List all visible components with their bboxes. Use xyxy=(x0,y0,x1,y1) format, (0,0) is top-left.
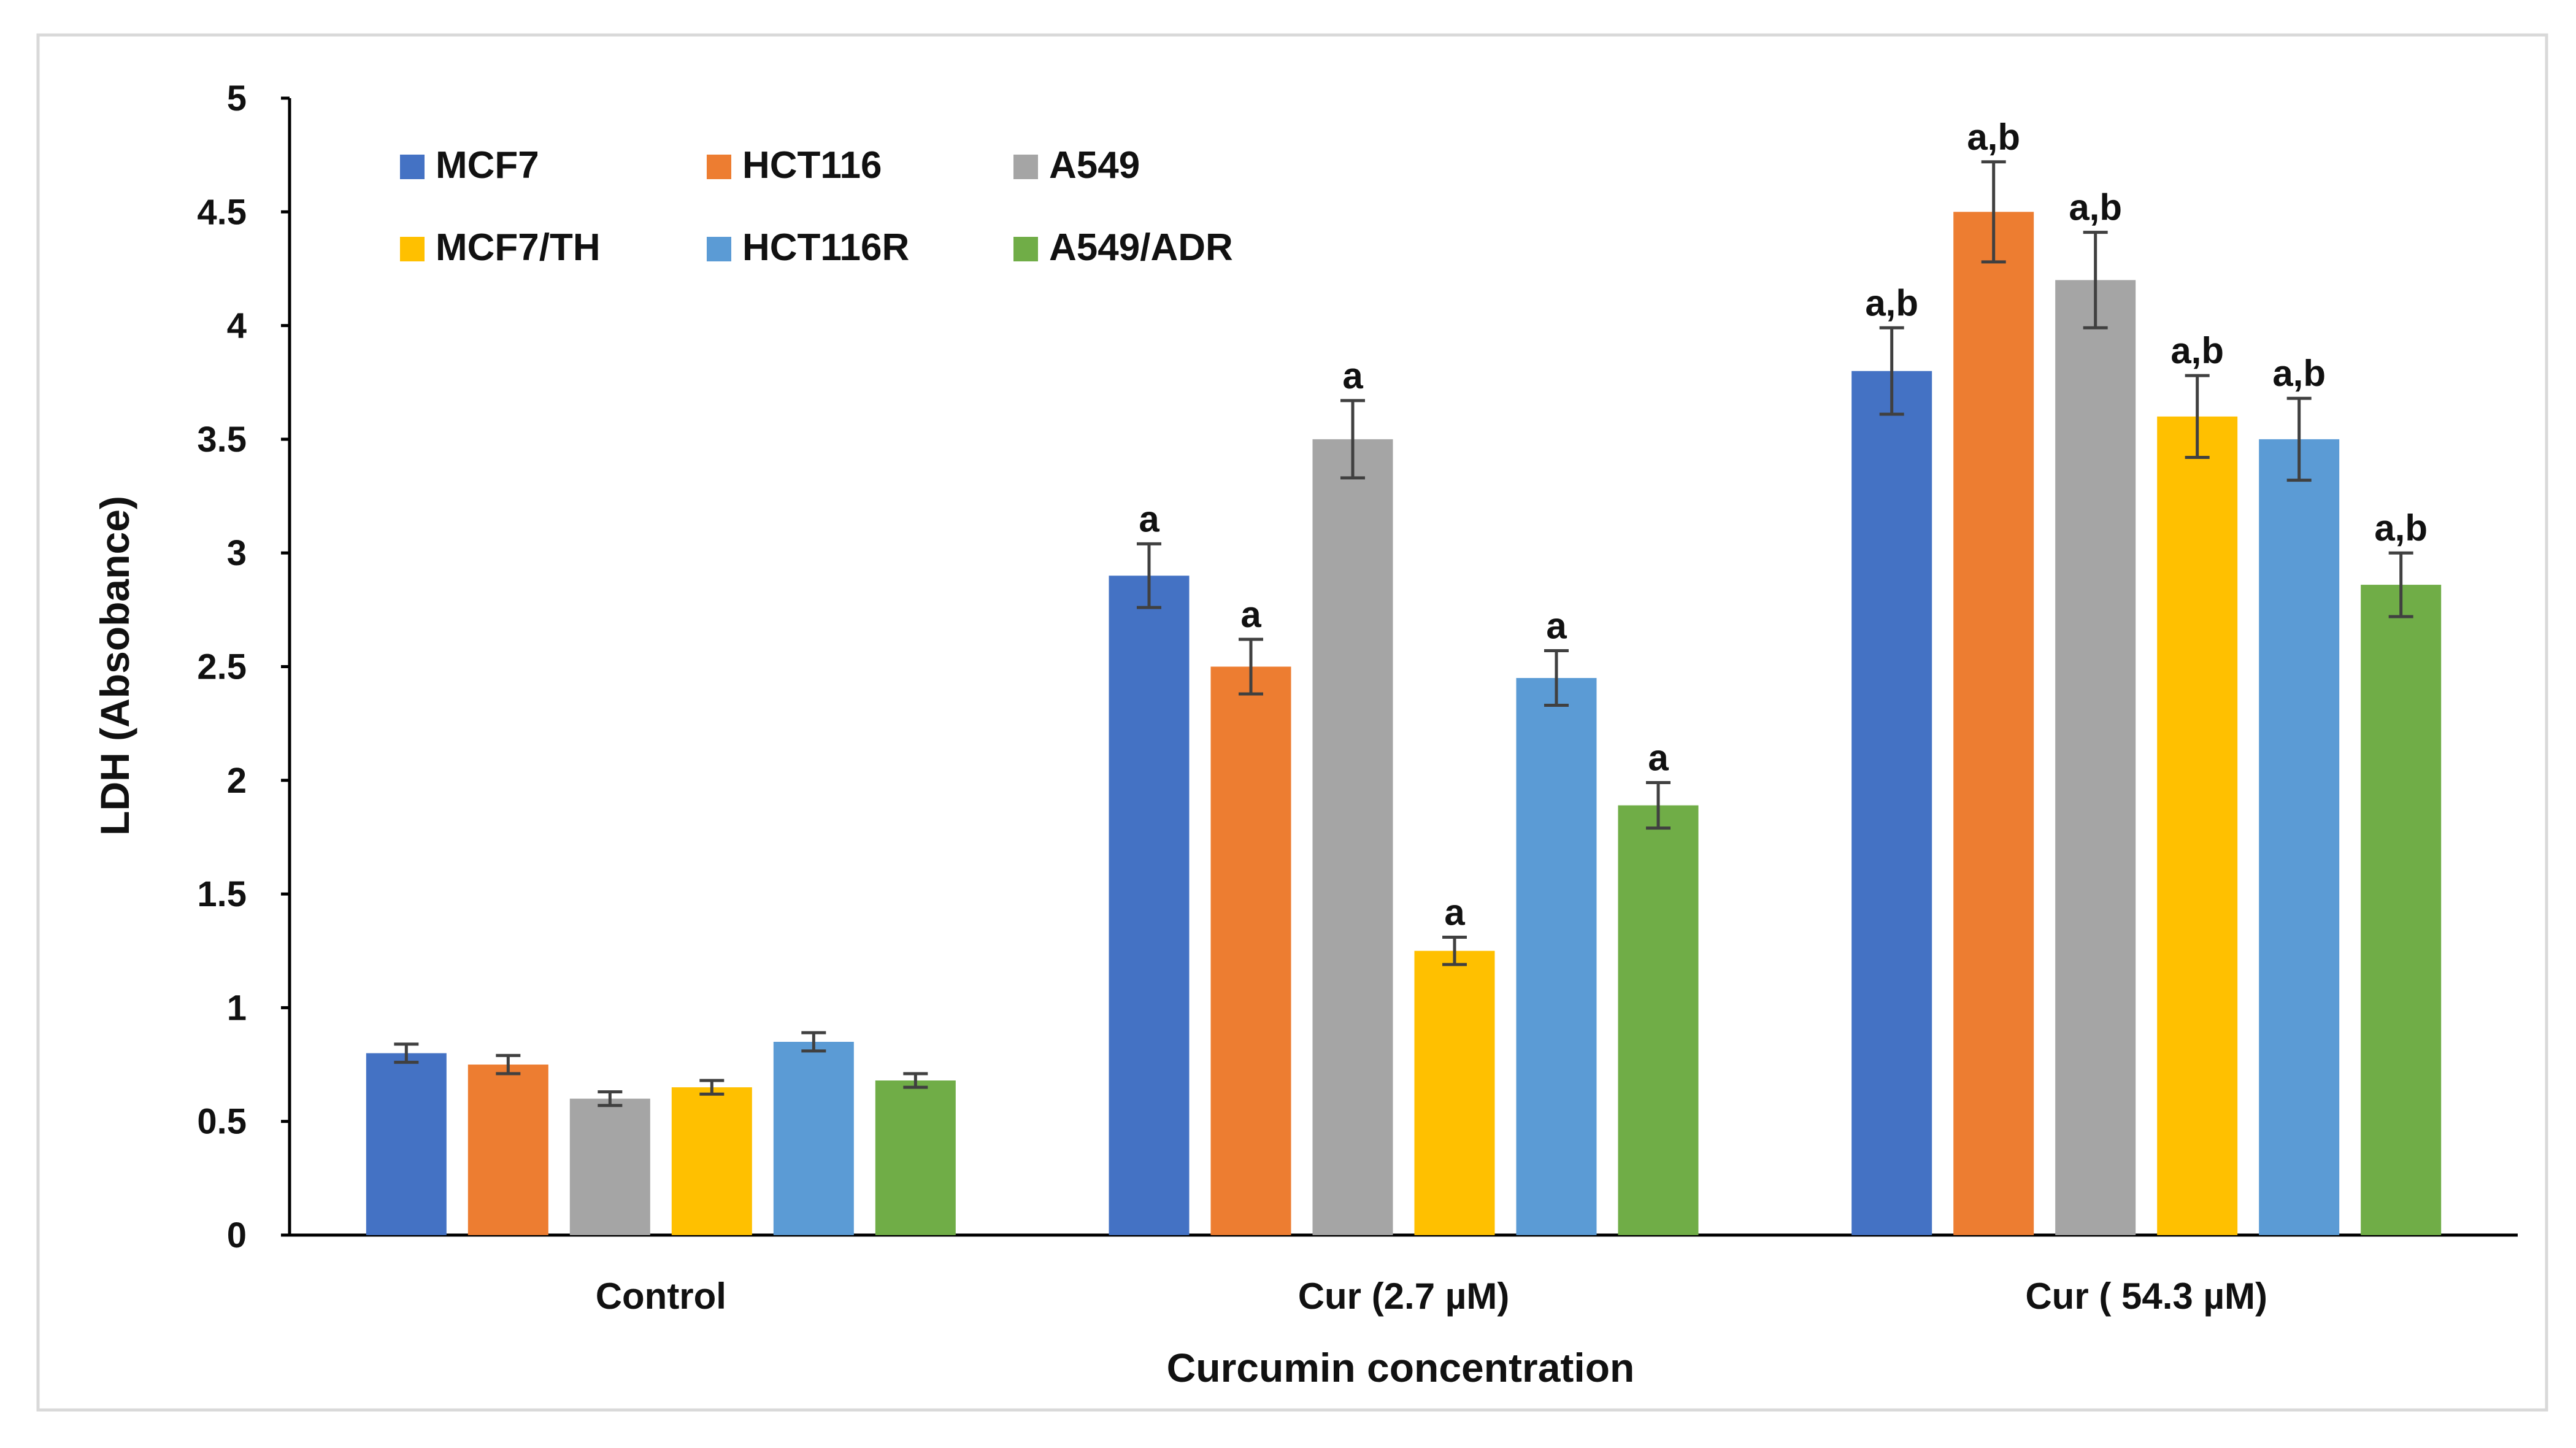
bar xyxy=(1851,371,1932,1235)
legend-label: A549/ADR xyxy=(1049,226,1233,269)
y-tick-label: 5 xyxy=(227,79,247,118)
y-tick-label: 4.5 xyxy=(197,192,247,232)
x-tick-label: Control xyxy=(596,1276,726,1317)
significance-label: a xyxy=(1648,737,1669,779)
y-tick-label: 2.5 xyxy=(197,647,247,687)
x-tick-label: Cur ( 54.3 µM) xyxy=(2025,1276,2267,1317)
significance-label: a,b xyxy=(2069,187,2122,228)
x-axis-title: Curcumin concentration xyxy=(1167,1345,1635,1390)
significance-label: a xyxy=(1546,606,1567,647)
y-tick-label: 4 xyxy=(227,306,247,346)
legend-label: A549 xyxy=(1049,144,1140,187)
bar xyxy=(1109,576,1190,1235)
significance-label: a,b xyxy=(1967,117,2020,158)
y-axis-title: LDH (Absobance) xyxy=(92,496,137,836)
legend-label: MCF7 xyxy=(436,144,539,187)
bar xyxy=(2055,280,2136,1236)
legend-swatch xyxy=(400,155,425,179)
bar xyxy=(2157,416,2238,1235)
significance-label: a xyxy=(1342,355,1363,396)
y-tick-label: 3 xyxy=(227,533,247,573)
significance-label: a xyxy=(1139,498,1159,539)
bar xyxy=(569,1098,650,1235)
axes: 0 0.5 1 1.5 2 2.5 3 3.5 4 4.5 5 Control Cur (2.7 µM)… xyxy=(197,79,2518,1317)
y-tick-label: 1.5 xyxy=(197,874,247,914)
legend-label: HCT116R xyxy=(742,226,909,269)
bar xyxy=(467,1065,548,1235)
legend-swatch xyxy=(1013,155,1038,179)
bar xyxy=(1210,666,1291,1235)
bar xyxy=(2361,585,2442,1235)
legend-swatch xyxy=(400,237,425,261)
bar-annotations: a a a a a a a,b a,b a,b a,b a,b a,b xyxy=(1139,117,2428,933)
y-tick-label: 0.5 xyxy=(197,1102,247,1142)
bar xyxy=(366,1053,447,1235)
legend-swatch xyxy=(1013,237,1038,261)
y-tick-label: 2 xyxy=(227,761,247,801)
significance-label: a,b xyxy=(2374,507,2428,549)
bar xyxy=(1618,805,1699,1235)
y-tick-label: 1 xyxy=(227,988,247,1028)
y-tick-label: 3.5 xyxy=(197,420,247,460)
y-tick-label: 0 xyxy=(227,1215,247,1255)
significance-label: a,b xyxy=(2170,330,2224,371)
significance-label: a,b xyxy=(2272,353,2326,394)
bar xyxy=(1953,212,2034,1235)
x-tick-label: Cur (2.7 µM) xyxy=(1298,1276,1510,1317)
legend-swatch xyxy=(707,237,731,261)
bar xyxy=(773,1041,854,1235)
significance-label: a,b xyxy=(1865,282,1918,323)
bar xyxy=(875,1080,956,1235)
bars xyxy=(366,160,2442,1236)
legend-swatch xyxy=(707,155,731,179)
bar xyxy=(1414,950,1495,1235)
significance-label: a xyxy=(1444,892,1465,933)
bar xyxy=(1516,678,1597,1235)
bar xyxy=(671,1087,752,1235)
legend-label: HCT116 xyxy=(742,144,882,187)
significance-label: a xyxy=(1240,594,1261,635)
legend: MCF7 HCT116 A549 MCF7/TH HCT116R A549/ADR xyxy=(400,144,1233,269)
legend-label: MCF7/TH xyxy=(436,226,601,269)
bar xyxy=(1312,439,1393,1235)
bar xyxy=(2259,439,2340,1235)
